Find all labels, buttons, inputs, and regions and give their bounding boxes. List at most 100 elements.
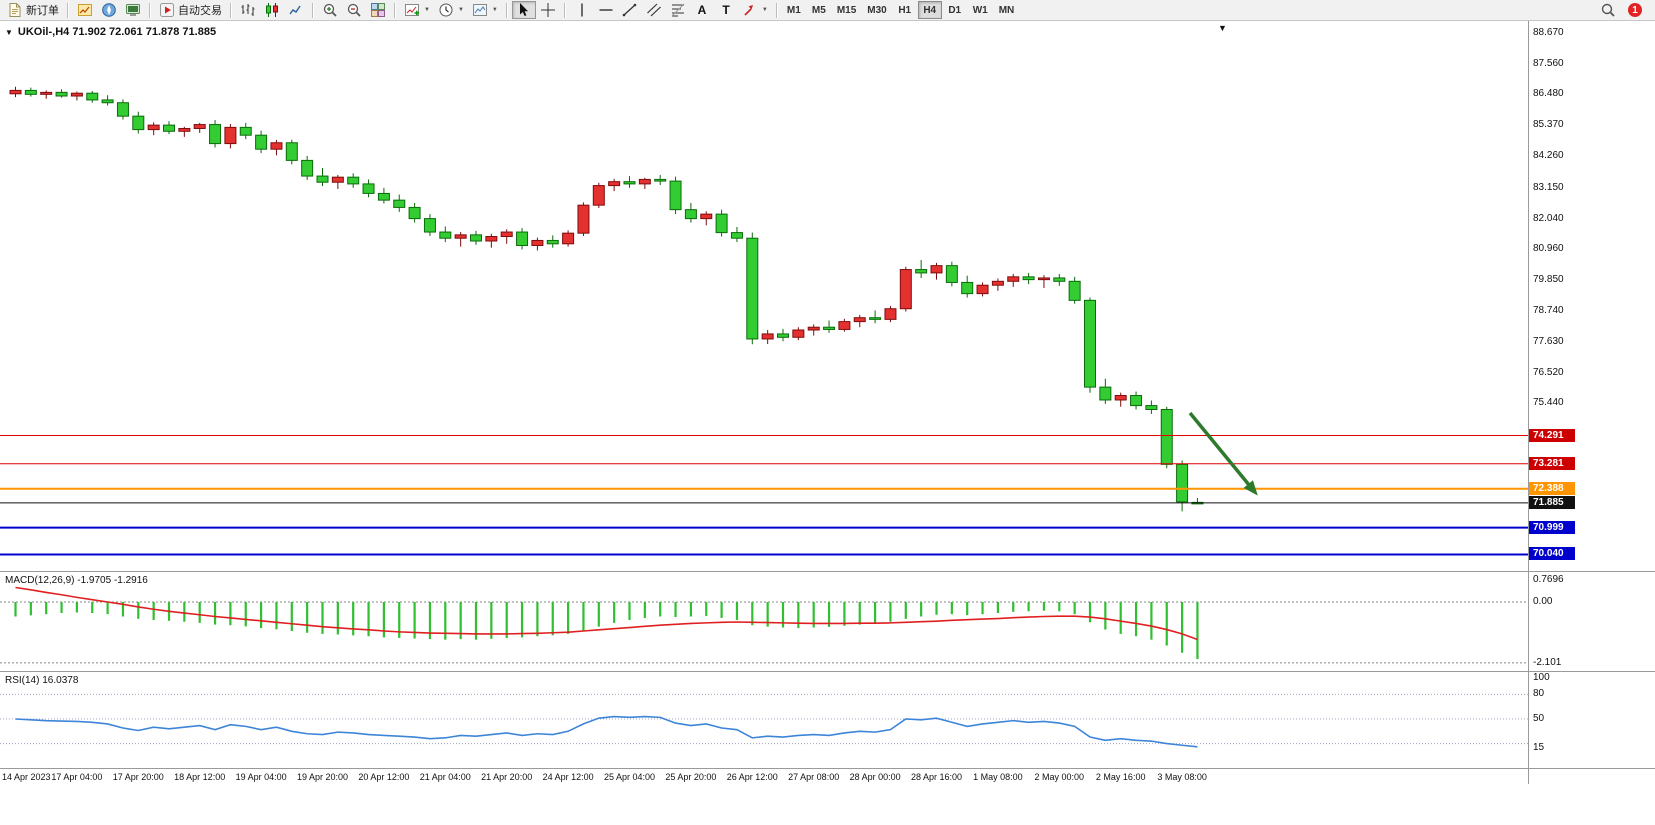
crosshair-button[interactable] (536, 1, 560, 19)
price-chart-panel[interactable]: ▼ UKOil-,H4 71.902 72.061 71.878 71.885 … (0, 21, 1655, 571)
candle-body (193, 124, 206, 129)
price-scale-label: 83.150 (1533, 181, 1564, 193)
toolbar-separator (230, 2, 232, 18)
terminal-button[interactable] (121, 1, 145, 19)
rsi-scale[interactable]: 100 80 50 15 (1529, 672, 1655, 769)
timeframe-button-h4[interactable]: H4 (917, 1, 942, 19)
time-axis-label: 21 Apr 04:00 (419, 772, 471, 782)
one-click-trading-icon[interactable]: ▼ (5, 27, 13, 37)
vertical-line-button[interactable] (570, 1, 594, 19)
price-scale-label: 76.520 (1533, 367, 1564, 379)
candle-body (654, 178, 667, 182)
zoom-out-button[interactable] (342, 1, 366, 19)
candle-body (331, 176, 344, 183)
candle-body (1130, 395, 1143, 407)
toolbar: 新订单 自动交易 ▼ ▼ ▼ A T (0, 0, 1655, 21)
timeframe-button-m30[interactable]: M30 (862, 1, 891, 19)
candle-body (101, 99, 114, 104)
toolbar-separator (312, 2, 314, 18)
cursor-button[interactable] (511, 1, 536, 19)
rsi-scale-label: 15 (1533, 741, 1545, 753)
candle-body (377, 192, 390, 201)
templates-button[interactable]: ▼ (468, 1, 502, 19)
timeframe-button-m5[interactable]: M5 (807, 1, 831, 19)
label-button[interactable]: T (714, 1, 738, 19)
channel-button[interactable] (642, 1, 666, 19)
time-axis[interactable]: 14 Apr 2023 17 Apr 04:00 17 Apr 20:00 18 Ap… (0, 768, 1655, 825)
fibonacci-button[interactable] (666, 1, 690, 19)
candle-body (1007, 276, 1020, 282)
candle-body (592, 185, 605, 206)
toolbar-separator (505, 2, 508, 18)
toolbar-separator (394, 2, 396, 18)
vertical-line-icon (574, 2, 590, 18)
arrows-button[interactable]: ▼ (738, 1, 772, 19)
bar-chart-button[interactable] (236, 1, 260, 19)
timeframe-group: M1 M5 M15 M30 H1 H4 D1 W1 MN (782, 1, 1019, 19)
price-scale-label: 79.850 (1533, 273, 1564, 285)
candle-body (562, 232, 575, 245)
macd-scale[interactable]: 0.7696 0.00 -2.101 (1529, 572, 1655, 672)
time-axis-label: 17 Apr 20:00 (112, 772, 164, 782)
candle-body (608, 181, 621, 187)
timeframe-button-m1[interactable]: M1 (782, 1, 806, 19)
zoom-in-button[interactable] (318, 1, 342, 19)
autotrading-button[interactable]: 自动交易 (155, 1, 226, 19)
price-scale[interactable]: 88.670 87.560 86.480 85.370 84.260 83.150 82.0… (1529, 21, 1655, 571)
new-order-button[interactable]: 新订单 (3, 1, 63, 19)
market-watch-button[interactable] (73, 1, 97, 19)
price-tag: 74.291 (1529, 428, 1575, 442)
search-button[interactable] (1596, 1, 1620, 19)
tile-windows-button[interactable] (366, 1, 390, 19)
macd-signal-line (15, 586, 1198, 641)
horizontal-line-button[interactable] (594, 1, 618, 19)
time-axis-label: 3 May 08:00 (1157, 772, 1207, 782)
timeframe-button-h1[interactable]: H1 (893, 1, 917, 19)
rsi-scale-label: 100 (1533, 672, 1550, 683)
candle-body (285, 142, 298, 161)
line-chart-button[interactable] (284, 1, 308, 19)
price-tag: 70.999 (1529, 520, 1575, 534)
trendline-button[interactable] (618, 1, 642, 19)
candlestick-plot[interactable] (0, 21, 1528, 571)
timeframe-button-mn[interactable]: MN (994, 1, 1020, 19)
candle-body (1114, 395, 1127, 401)
arrow-annotation[interactable] (1188, 411, 1256, 493)
timeframe-button-d1[interactable]: D1 (943, 1, 967, 19)
timeframe-button-w1[interactable]: W1 (968, 1, 993, 19)
chart-area[interactable]: ▼ UKOil-,H4 71.902 72.061 71.878 71.885 … (0, 21, 1655, 825)
symbol-ohlc-label: UKOil-,H4 71.902 72.061 71.878 71.885 (17, 26, 217, 38)
candle-body (255, 134, 268, 150)
candle-body (976, 284, 989, 295)
time-axis-label: 28 Apr 00:00 (849, 772, 901, 782)
candle-body (270, 142, 283, 150)
time-axis-label: 26 Apr 12:00 (726, 772, 778, 782)
text-button[interactable]: A (690, 1, 714, 19)
candle-body (1099, 386, 1112, 401)
macd-scale-label: 0.00 (1533, 596, 1553, 607)
macd-panel[interactable]: MACD(12,26,9) -1.9705 -1.2916 0.7696 0.00… (0, 571, 1655, 672)
terminal-icon (125, 2, 141, 18)
candle-body (930, 265, 943, 274)
candle-body (163, 124, 175, 132)
svg-text:A: A (698, 3, 707, 17)
chevron-down-icon: ▼ (761, 7, 768, 13)
crosshair-icon (540, 2, 556, 18)
candlestick-chart-button[interactable] (260, 1, 284, 19)
notification-badge[interactable]: 1 (1628, 3, 1642, 17)
candle-body (485, 236, 498, 242)
candle-body (209, 124, 222, 145)
macd-plot (0, 586, 1528, 664)
indicators-button[interactable]: ▼ (400, 1, 434, 19)
rsi-panel[interactable]: RSI(14) 16.0378 100 80 50 15 (0, 671, 1655, 769)
time-axis-label: 25 Apr 20:00 (665, 772, 717, 782)
navigator-button[interactable] (97, 1, 121, 19)
candle-body (884, 308, 897, 320)
arrows-icon (742, 2, 758, 18)
timeframe-button-m15[interactable]: M15 (832, 1, 861, 19)
price-scale-label: 78.740 (1533, 304, 1564, 316)
candle-body (40, 91, 53, 95)
periods-button[interactable]: ▼ (434, 1, 468, 19)
candle-body (838, 321, 851, 330)
periods-icon (438, 2, 454, 18)
